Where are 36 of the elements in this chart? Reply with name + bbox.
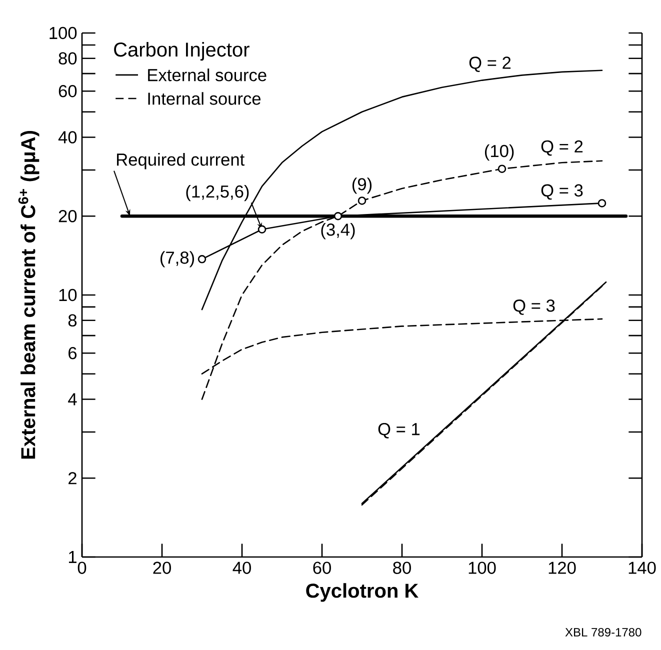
x-tick-label: 100 — [468, 562, 496, 574]
annotation: (10) — [484, 144, 514, 161]
x-tick-label: 40 — [232, 562, 251, 574]
y-tick-label: 6 — [68, 346, 77, 360]
x-tick-label: 20 — [153, 562, 171, 574]
y-tick-label: 100 — [50, 26, 77, 40]
x-tick-label: 120 — [548, 562, 576, 574]
y-tick-label: 4 — [68, 393, 77, 406]
annotation: (3,4) — [321, 223, 355, 240]
annotation: Q = 1 — [378, 422, 420, 438]
annotation: (9) — [352, 178, 372, 194]
annotation: Q = 2 — [469, 56, 511, 72]
y-tick-label: 20 — [58, 210, 77, 222]
x-axis-title: Cyclotron K — [306, 583, 418, 602]
annotation: (7,8) — [160, 251, 194, 268]
annotation: (1,2,5,6) — [186, 184, 249, 202]
x-tick-label: 60 — [313, 562, 331, 574]
annotation: Required current — [117, 153, 245, 170]
x-tick-label: 80 — [393, 562, 411, 574]
y-tick-label: 2 — [68, 472, 76, 484]
y-tick-label: 1 — [68, 551, 76, 563]
y-tick-label: 8 — [68, 314, 77, 327]
annotation: Q = 3 — [513, 300, 555, 315]
y-tick-label: 80 — [58, 52, 77, 65]
x-tick-label: 0 — [78, 562, 86, 574]
y-tick-label: 60 — [58, 84, 77, 98]
y-tick-label: 10 — [59, 288, 77, 302]
annotation: External source — [148, 68, 266, 82]
annotation: Internal source — [148, 92, 261, 105]
annotation: Q = 2 — [541, 140, 583, 156]
annotation: Q = 3 — [541, 184, 583, 200]
y-tick-label: 40 — [58, 131, 77, 144]
legend-title: Carbon Injector — [114, 42, 250, 61]
text: XBL 789-1780 — [565, 628, 642, 636]
y-axis-title: External beam current of C$^{6+}$ (pμA) — [18, 130, 40, 459]
x-tick-label: 140 — [628, 562, 656, 574]
